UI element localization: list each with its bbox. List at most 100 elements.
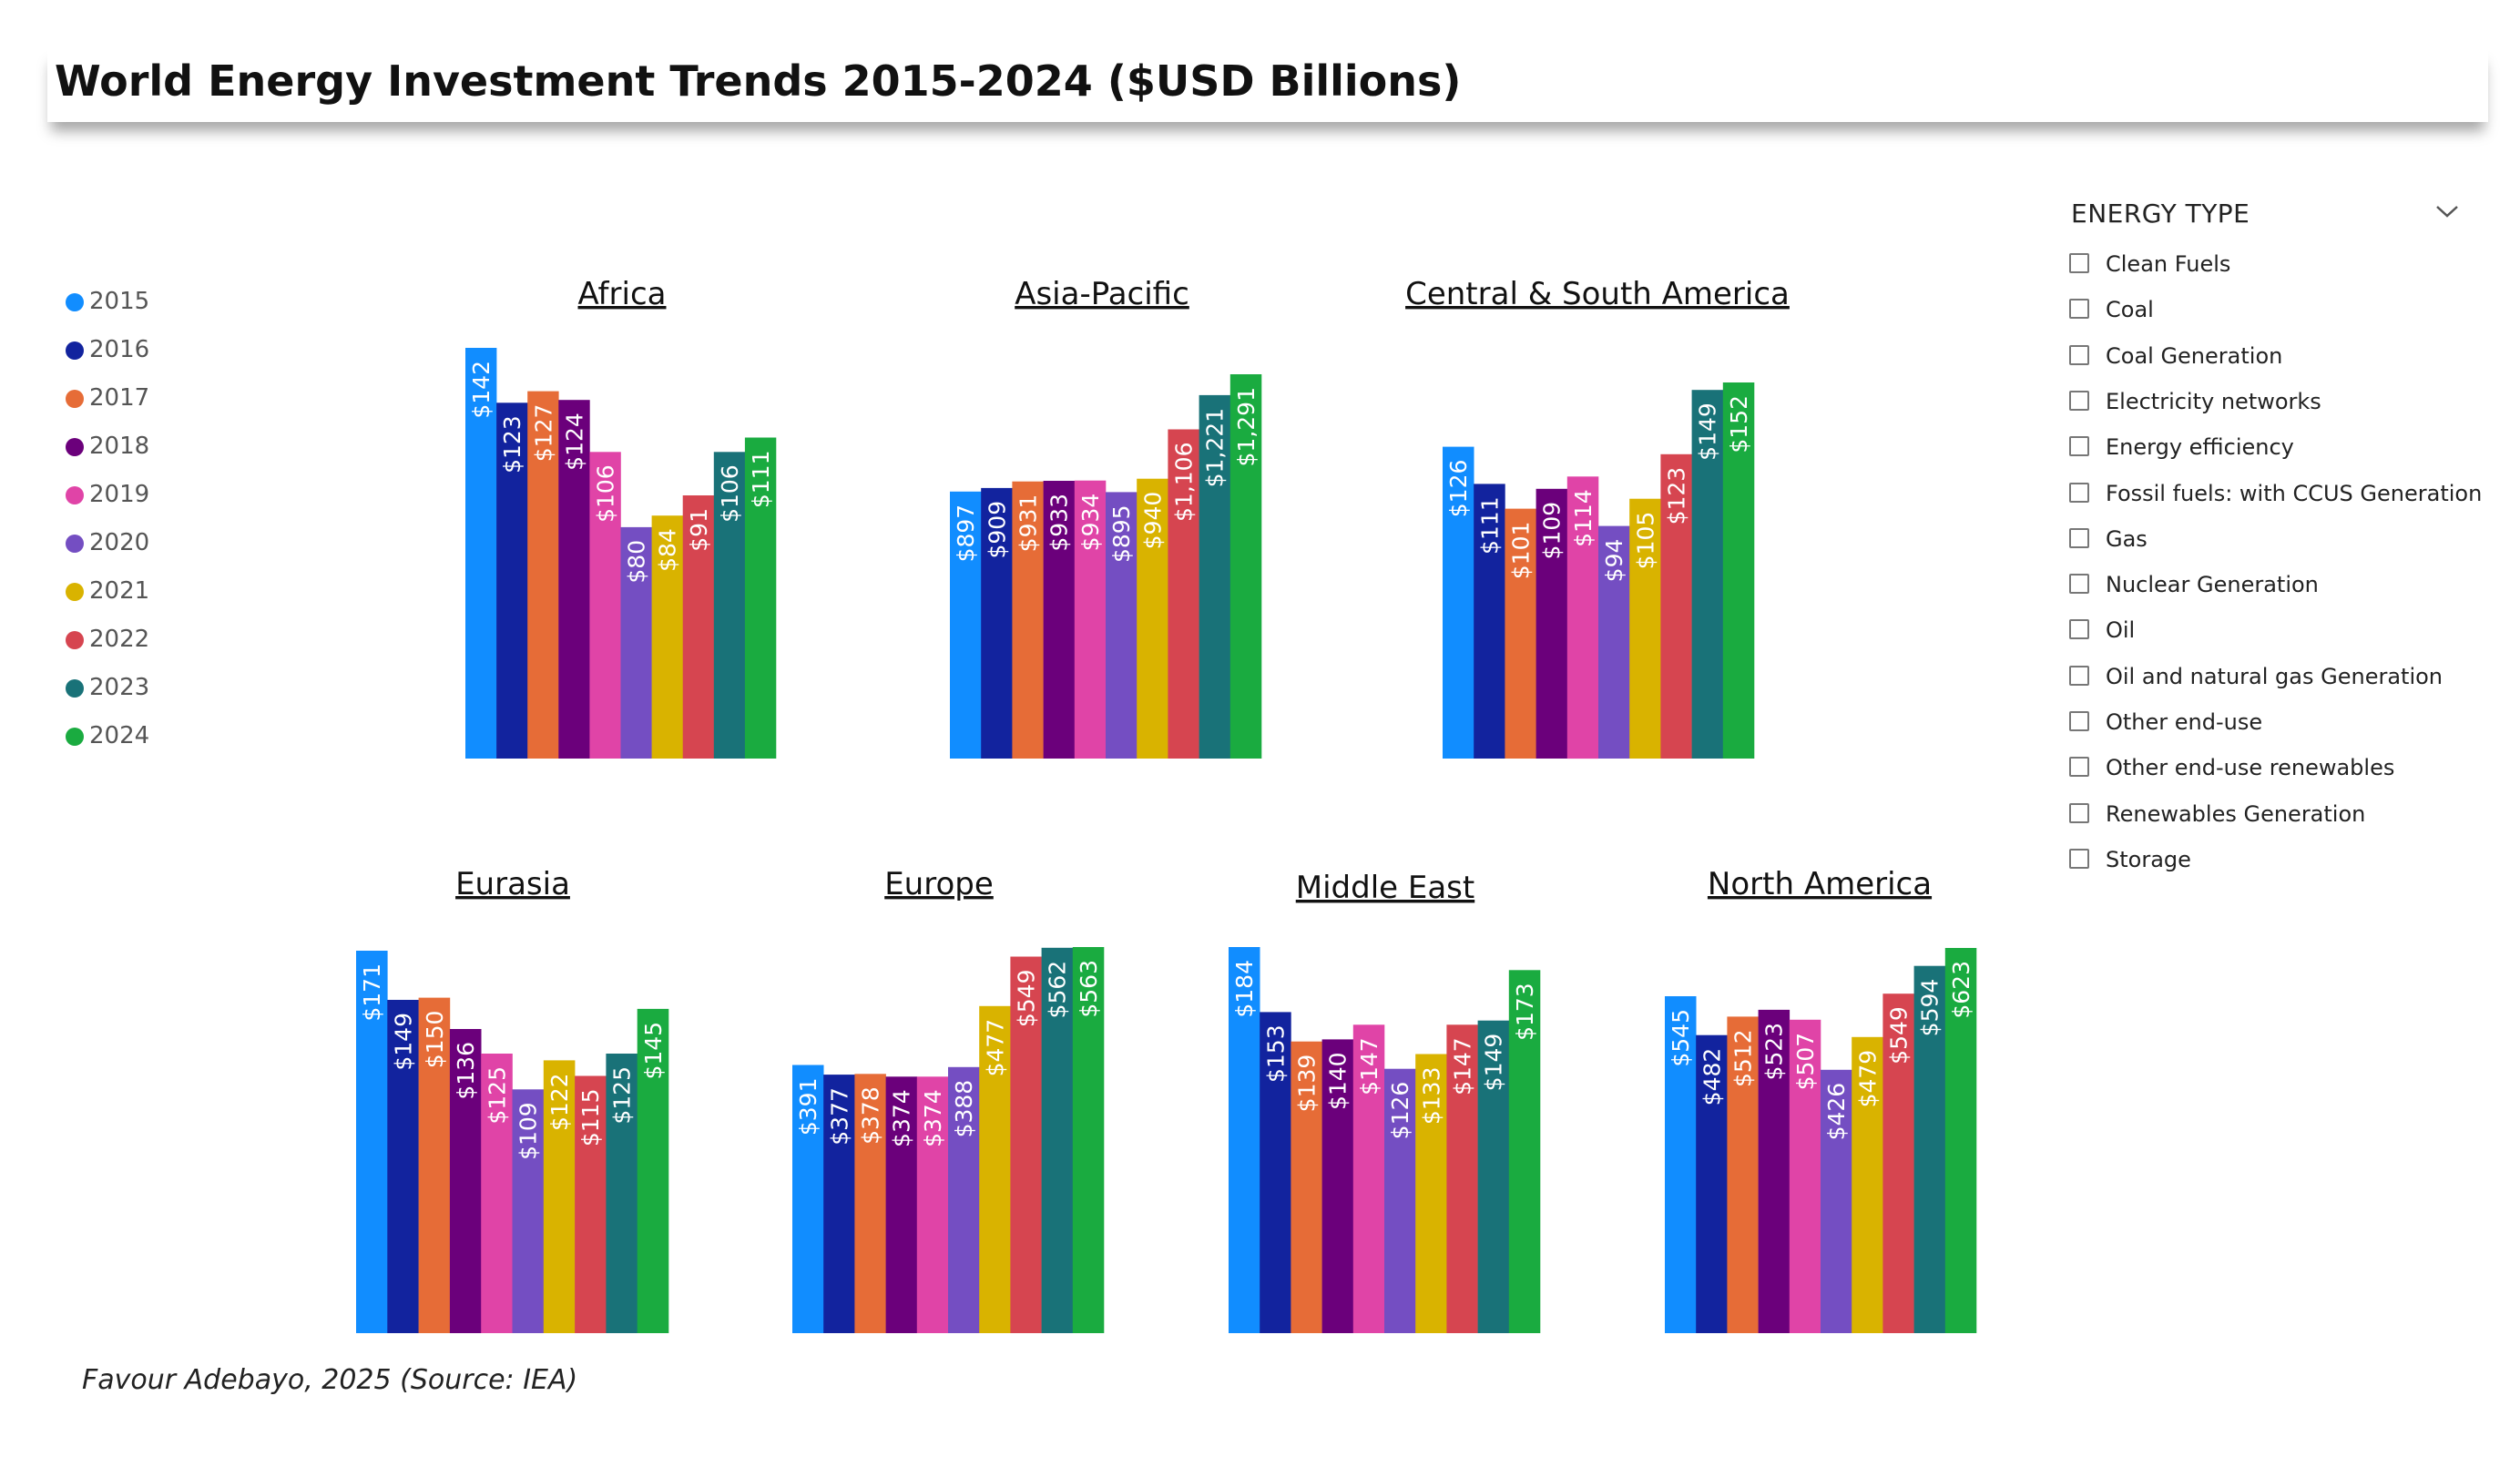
bar-2017[interactable] [418, 997, 451, 1333]
bar-2019[interactable] [1352, 1024, 1385, 1333]
bar-2018[interactable] [1043, 481, 1076, 759]
bar-2023[interactable] [713, 452, 746, 759]
bar-2022[interactable] [1446, 1024, 1478, 1333]
checkbox-icon[interactable] [2069, 848, 2089, 869]
chart-title[interactable]: Africa [578, 276, 667, 312]
checkbox-icon[interactable] [2069, 482, 2089, 503]
bar-2015[interactable] [465, 348, 497, 759]
bar-2020[interactable] [1384, 1068, 1416, 1333]
checkbox-icon[interactable] [2069, 436, 2089, 457]
chart-title[interactable]: Eurasia [455, 866, 570, 902]
data-label: $91 [686, 508, 712, 552]
bar-2016[interactable] [387, 1000, 419, 1333]
chart-title[interactable]: Central & South America [1405, 276, 1790, 312]
data-label: $101 [1508, 522, 1535, 580]
chevron-down-icon[interactable] [2433, 202, 2461, 220]
bar-2022[interactable] [575, 1075, 607, 1334]
bar-2021[interactable] [1629, 498, 1661, 759]
bar-2024[interactable] [744, 437, 777, 759]
bar-2021[interactable] [1137, 478, 1168, 759]
bar-2019[interactable] [1074, 480, 1107, 759]
bar-2018[interactable] [885, 1076, 918, 1333]
bar-2024[interactable] [1722, 382, 1755, 759]
bar-2021[interactable] [1852, 1036, 1883, 1333]
bar-2024[interactable] [1508, 970, 1541, 1333]
bar-2021[interactable] [543, 1060, 576, 1333]
checkbox-icon[interactable] [2069, 802, 2089, 823]
bar-2017[interactable] [1012, 481, 1044, 759]
bar-2019[interactable] [481, 1054, 513, 1333]
data-label: $549 [1886, 1006, 1913, 1065]
checkbox-icon[interactable] [2069, 574, 2089, 595]
checkbox-icon[interactable] [2069, 344, 2089, 365]
bar-2020[interactable] [620, 526, 652, 759]
bar-2022[interactable] [682, 495, 715, 759]
bar-2018[interactable] [1321, 1039, 1354, 1333]
bar-2019[interactable] [1566, 476, 1599, 759]
checkbox-icon[interactable] [2069, 527, 2089, 548]
bar-2016[interactable] [981, 487, 1013, 759]
chart-title[interactable]: North America [1708, 866, 1932, 902]
bar-2023[interactable] [1199, 394, 1231, 759]
checkbox-icon[interactable] [2069, 711, 2089, 731]
bar-2022[interactable] [1882, 993, 1914, 1333]
bar-2022[interactable] [1660, 453, 1692, 759]
bar-2017[interactable] [1505, 508, 1536, 759]
checkbox-icon[interactable] [2069, 253, 2089, 273]
bar-2024[interactable] [1229, 374, 1262, 759]
bar-2023[interactable] [606, 1054, 638, 1333]
bar-2024[interactable] [637, 1008, 669, 1333]
bar-2015[interactable] [950, 491, 982, 759]
bar-2019[interactable] [1789, 1019, 1821, 1333]
chart-title[interactable]: Europe [884, 866, 994, 902]
legend-label: 2019 [89, 481, 150, 508]
bar-2017[interactable] [527, 391, 559, 759]
bar-2023[interactable] [1691, 390, 1724, 759]
bar-2015[interactable] [1229, 947, 1260, 1333]
bar-2020[interactable] [1106, 492, 1138, 759]
bar-2021[interactable] [651, 515, 683, 759]
bar-2017[interactable] [1727, 1016, 1759, 1333]
data-label: $125 [484, 1066, 510, 1125]
slicer-option-label: Energy efficiency [2106, 434, 2294, 461]
bar-2015[interactable] [1443, 446, 1474, 759]
bar-2020[interactable] [1598, 525, 1630, 759]
bar-2015[interactable] [792, 1065, 824, 1334]
bar-2021[interactable] [1415, 1054, 1447, 1334]
bar-2017[interactable] [854, 1074, 886, 1333]
checkbox-icon[interactable] [2069, 299, 2089, 320]
bar-2023[interactable] [1477, 1020, 1510, 1333]
bar-2021[interactable] [979, 1005, 1011, 1333]
bar-2018[interactable] [449, 1029, 482, 1333]
bar-2018[interactable] [558, 400, 590, 759]
bar-2016[interactable] [1260, 1012, 1291, 1333]
data-label: $549 [1014, 970, 1040, 1028]
bar-2016[interactable] [1474, 484, 1505, 759]
checkbox-icon[interactable] [2069, 619, 2089, 640]
checkbox-icon[interactable] [2069, 665, 2089, 686]
bar-2023[interactable] [1913, 965, 1946, 1333]
bar-2019[interactable] [589, 452, 621, 759]
bar-2015[interactable] [1665, 996, 1697, 1333]
bar-2019[interactable] [916, 1076, 949, 1333]
bar-2016[interactable] [823, 1075, 855, 1333]
bar-2020[interactable] [512, 1089, 545, 1333]
bar-2022[interactable] [1010, 956, 1042, 1334]
bar-2020[interactable] [948, 1066, 980, 1333]
chart-title[interactable]: Asia-Pacific [1015, 276, 1189, 312]
bar-2017[interactable] [1291, 1041, 1322, 1333]
data-label: $563 [1076, 960, 1102, 1018]
bar-2024[interactable] [1944, 948, 1977, 1333]
checkbox-icon[interactable] [2069, 757, 2089, 778]
bar-2018[interactable] [1758, 1009, 1791, 1333]
bar-2024[interactable] [1072, 947, 1105, 1333]
bar-2016[interactable] [496, 402, 528, 759]
bar-2023[interactable] [1041, 947, 1074, 1333]
bar-2015[interactable] [356, 951, 388, 1333]
chart-title[interactable]: Middle East [1296, 870, 1474, 906]
bar-2018[interactable] [1535, 488, 1568, 759]
checkbox-icon[interactable] [2069, 390, 2089, 411]
bar-2022[interactable] [1168, 429, 1199, 759]
bar-2020[interactable] [1821, 1069, 1852, 1333]
bar-2016[interactable] [1696, 1034, 1728, 1333]
